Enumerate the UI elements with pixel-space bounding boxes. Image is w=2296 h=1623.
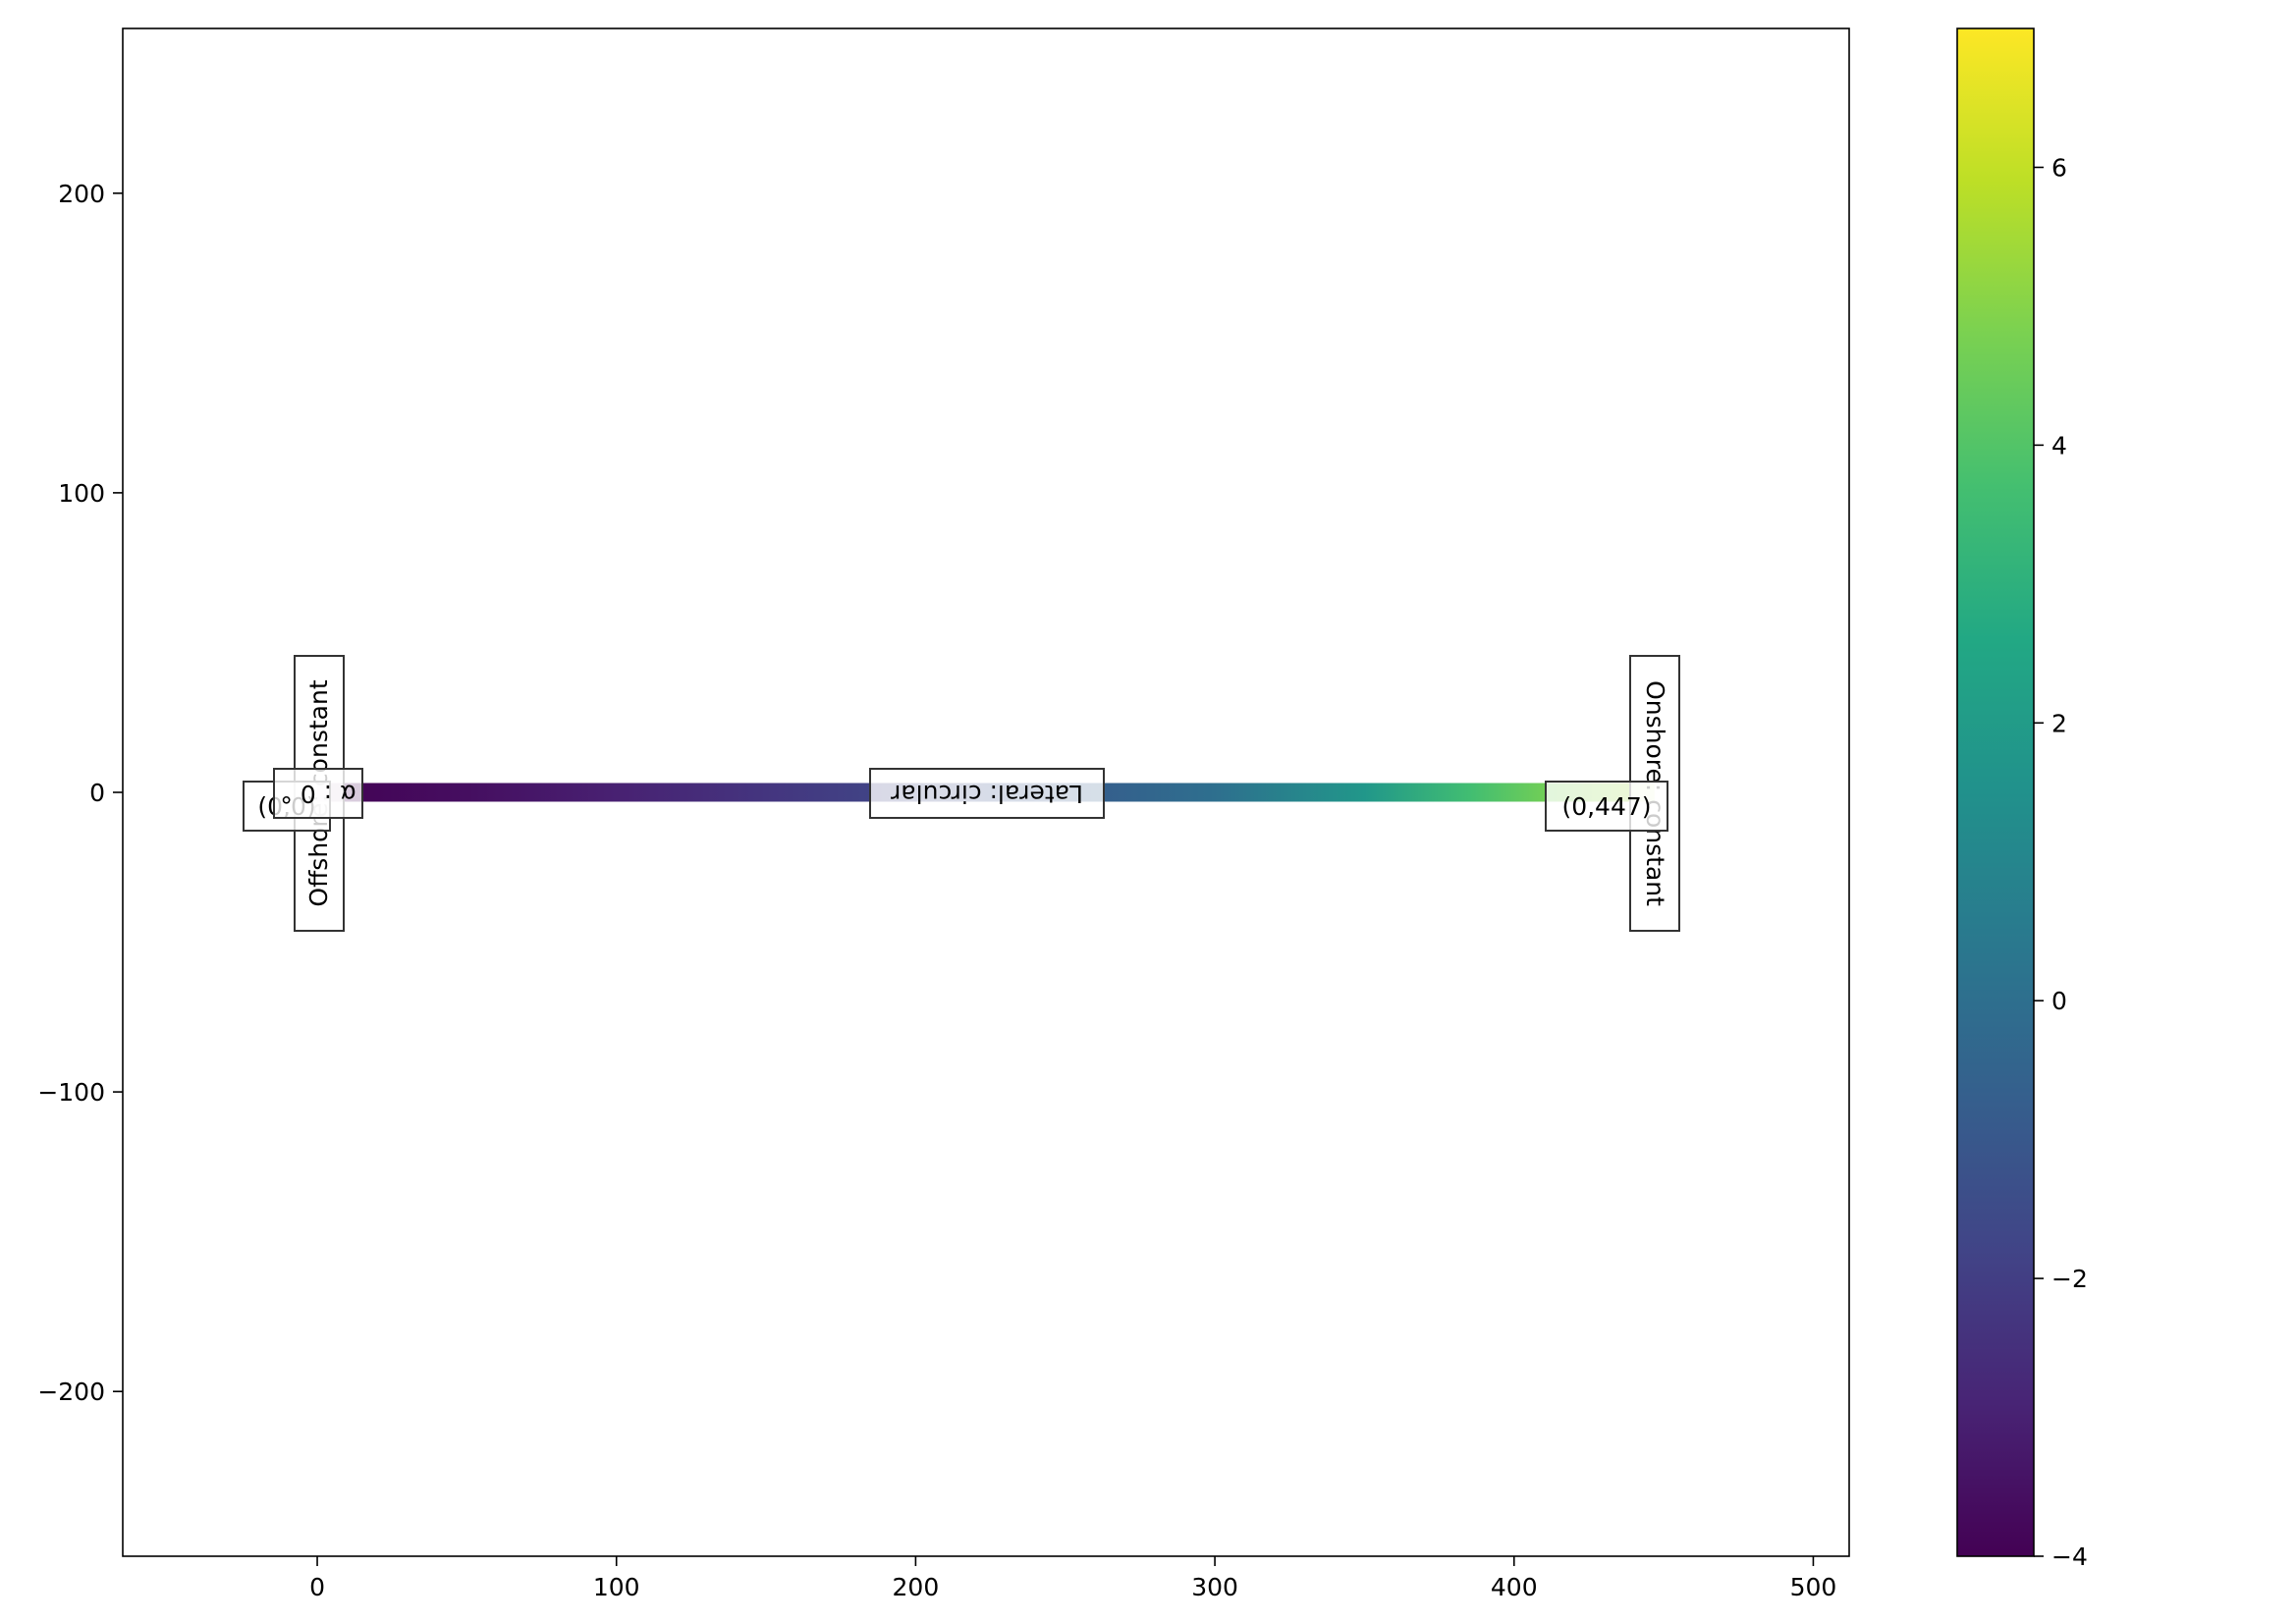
angle-annotation: α : 0 ° xyxy=(273,768,363,819)
x-tick-label: 400 xyxy=(1491,1573,1538,1601)
colorbar-tick-label: −4 xyxy=(2051,1542,2088,1571)
x-tick-label: 500 xyxy=(1790,1573,1837,1601)
lateral-annotation: Lateral: circular xyxy=(869,768,1105,819)
angle-annotation-text: α : 0 ° xyxy=(280,780,355,808)
lateral-annotation-box xyxy=(869,768,1105,819)
end-point-annotation: (0,447) xyxy=(1545,781,1668,832)
colorbar-tick-label: 2 xyxy=(2051,709,2067,737)
colorbar-tick-label: 4 xyxy=(2051,431,2067,460)
y-tick-label: −200 xyxy=(37,1378,105,1406)
y-tick-label: 200 xyxy=(58,180,105,208)
lateral-annotation-text: Lateral: circular xyxy=(890,780,1083,808)
x-axis-ticks: 0 100 200 300 400 500 xyxy=(309,1556,1836,1601)
end-point-annotation-box xyxy=(1545,781,1668,832)
y-axis-ticks: −200 −100 0 100 200 xyxy=(37,180,123,1406)
colorbar-frame xyxy=(1956,27,2035,1557)
colorbar-tick-label: −2 xyxy=(2051,1265,2088,1293)
y-tick-label: 100 xyxy=(58,479,105,508)
plot-frame xyxy=(122,27,1850,1557)
colorbar-fill xyxy=(1957,28,2034,1556)
colorbar: −4 −2 0 2 4 6 xyxy=(1956,27,2088,1571)
colorbar-tick-label: 6 xyxy=(2051,153,2067,182)
x-tick-label: 300 xyxy=(1191,1573,1238,1601)
angle-annotation-box xyxy=(273,768,363,819)
y-tick-label: 0 xyxy=(89,779,105,807)
x-tick-label: 0 xyxy=(309,1573,325,1601)
colorbar-ticks: −4 −2 0 2 4 6 xyxy=(2034,153,2088,1571)
x-tick-label: 100 xyxy=(593,1573,640,1601)
colorbar-tick-label: 0 xyxy=(2051,987,2067,1015)
end-point-annotation-text: (0,447) xyxy=(1561,792,1651,821)
y-tick-label: −100 xyxy=(37,1078,105,1107)
x-tick-label: 200 xyxy=(893,1573,940,1601)
